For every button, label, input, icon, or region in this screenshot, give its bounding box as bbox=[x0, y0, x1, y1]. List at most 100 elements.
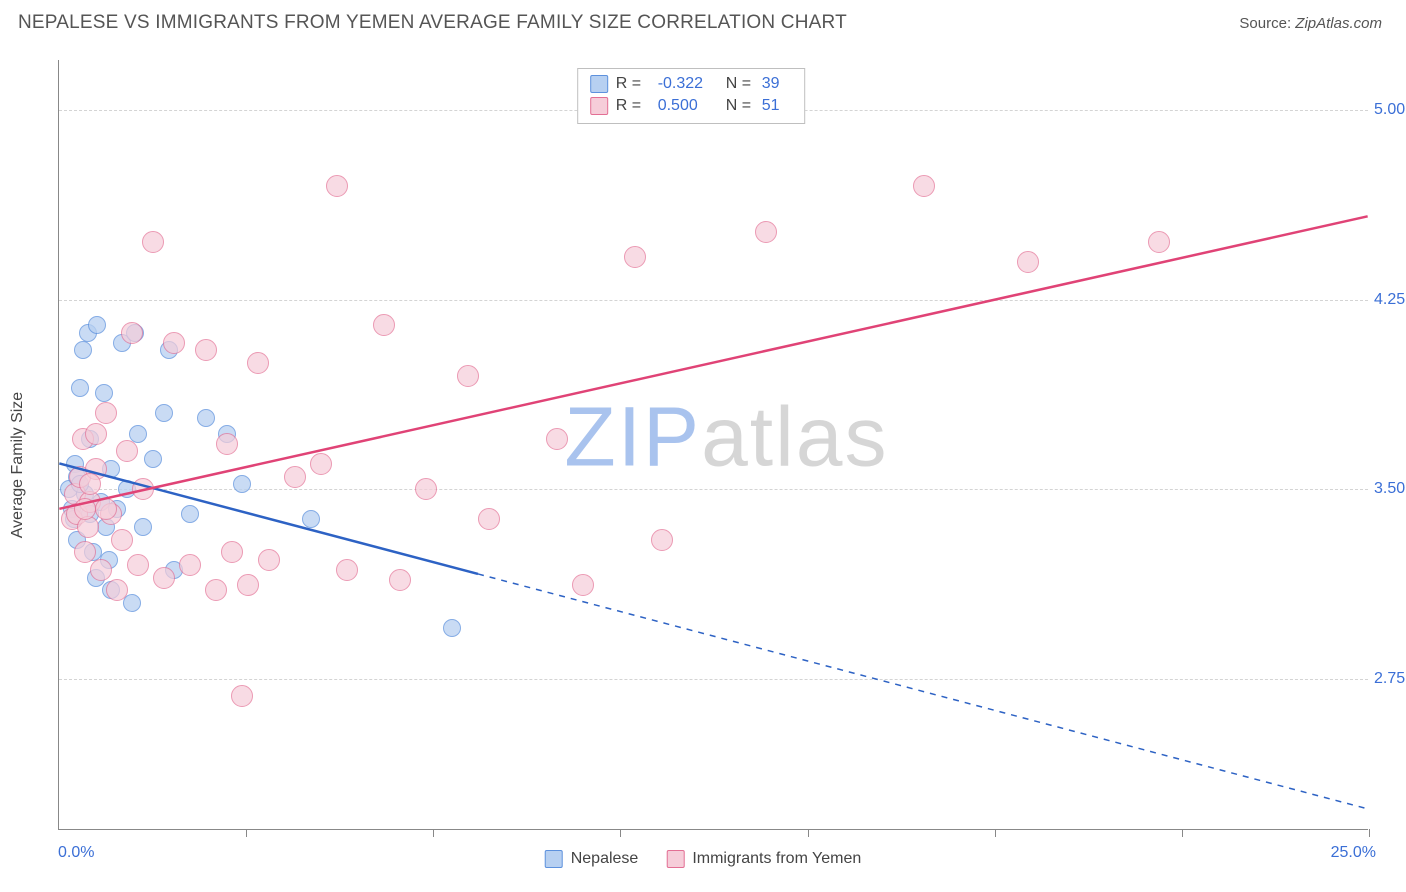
legend-item-yemen: Immigrants from Yemen bbox=[666, 850, 861, 868]
data-point bbox=[443, 619, 461, 637]
data-point bbox=[144, 450, 162, 468]
watermark: ZIPatlas bbox=[564, 388, 888, 485]
data-point bbox=[85, 423, 107, 445]
data-point bbox=[88, 316, 106, 334]
stats-row-2: R = 0.500 N = 51 bbox=[590, 95, 792, 117]
legend-swatch-icon bbox=[666, 850, 684, 868]
legend-label: Immigrants from Yemen bbox=[692, 850, 861, 868]
data-point bbox=[1017, 251, 1039, 273]
gridline-h bbox=[59, 489, 1368, 490]
data-point bbox=[132, 478, 154, 500]
data-point bbox=[624, 246, 646, 268]
data-point bbox=[71, 379, 89, 397]
data-point bbox=[233, 475, 251, 493]
data-point bbox=[302, 510, 320, 528]
x-tick bbox=[808, 829, 809, 837]
data-point bbox=[651, 529, 673, 551]
data-point bbox=[142, 231, 164, 253]
data-point bbox=[95, 402, 117, 424]
data-point bbox=[74, 541, 96, 563]
data-point bbox=[221, 541, 243, 563]
chart-title: NEPALESE VS IMMIGRANTS FROM YEMEN AVERAG… bbox=[18, 12, 847, 34]
data-point bbox=[79, 473, 101, 495]
x-tick bbox=[433, 829, 434, 837]
y-tick-label: 5.00 bbox=[1374, 101, 1406, 119]
data-point bbox=[310, 453, 332, 475]
chart-wrap: Average Family Size ZIPatlas R = -0.322 … bbox=[18, 50, 1388, 880]
data-point bbox=[231, 685, 253, 707]
x-tick bbox=[995, 829, 996, 837]
data-point bbox=[123, 594, 141, 612]
x-tick bbox=[1182, 829, 1183, 837]
data-point bbox=[153, 567, 175, 589]
data-point bbox=[389, 569, 411, 591]
source-label: Source: bbox=[1239, 15, 1295, 32]
data-point bbox=[90, 559, 112, 581]
y-tick-label: 3.50 bbox=[1374, 480, 1406, 498]
data-point bbox=[197, 409, 215, 427]
data-point bbox=[163, 332, 185, 354]
data-point bbox=[74, 341, 92, 359]
data-point bbox=[155, 404, 173, 422]
data-point bbox=[572, 574, 594, 596]
data-point bbox=[134, 518, 152, 536]
data-point bbox=[326, 175, 348, 197]
data-point bbox=[373, 314, 395, 336]
data-point bbox=[205, 579, 227, 601]
data-point bbox=[755, 221, 777, 243]
data-point bbox=[179, 554, 201, 576]
data-point bbox=[1148, 231, 1170, 253]
legend-swatch-nepalese bbox=[590, 75, 608, 93]
x-tick bbox=[620, 829, 621, 837]
n-label: N = bbox=[726, 73, 754, 95]
data-point bbox=[247, 352, 269, 374]
r-value-1: -0.322 bbox=[658, 73, 718, 95]
n-value-2: 51 bbox=[762, 95, 792, 117]
source-value: ZipAtlas.com bbox=[1295, 15, 1382, 32]
watermark-part1: ZIP bbox=[564, 389, 701, 483]
header-bar: NEPALESE VS IMMIGRANTS FROM YEMEN AVERAG… bbox=[0, 0, 1406, 42]
data-point bbox=[121, 322, 143, 344]
r-label: R = bbox=[616, 73, 650, 95]
data-point bbox=[336, 559, 358, 581]
plot-area: ZIPatlas R = -0.322 N = 39 R = 0.500 N =… bbox=[58, 60, 1368, 830]
data-point bbox=[95, 384, 113, 402]
n-value-1: 39 bbox=[762, 73, 792, 95]
data-point bbox=[457, 365, 479, 387]
data-point bbox=[116, 440, 138, 462]
x-tick bbox=[246, 829, 247, 837]
data-point bbox=[111, 529, 133, 551]
y-tick-label: 4.25 bbox=[1374, 291, 1406, 309]
data-point bbox=[74, 498, 96, 520]
data-point bbox=[237, 574, 259, 596]
stats-row-1: R = -0.322 N = 39 bbox=[590, 73, 792, 95]
data-point bbox=[415, 478, 437, 500]
legend-swatch-yemen bbox=[590, 97, 608, 115]
data-point bbox=[258, 549, 280, 571]
data-point bbox=[127, 554, 149, 576]
series-legend: Nepalese Immigrants from Yemen bbox=[545, 850, 862, 868]
stats-legend: R = -0.322 N = 39 R = 0.500 N = 51 bbox=[577, 68, 805, 124]
n-label: N = bbox=[726, 95, 754, 117]
x-axis-max-label: 25.0% bbox=[1331, 844, 1376, 862]
data-point bbox=[95, 498, 117, 520]
gridline-h bbox=[59, 300, 1368, 301]
data-point bbox=[478, 508, 500, 530]
y-axis-label: Average Family Size bbox=[9, 392, 27, 538]
watermark-part2: atlas bbox=[701, 389, 888, 483]
r-label: R = bbox=[616, 95, 650, 117]
data-point bbox=[216, 433, 238, 455]
source-credit: Source: ZipAtlas.com bbox=[1239, 15, 1382, 32]
data-point bbox=[106, 579, 128, 601]
data-point bbox=[195, 339, 217, 361]
data-point bbox=[284, 466, 306, 488]
gridline-h bbox=[59, 679, 1368, 680]
x-tick bbox=[1369, 829, 1370, 837]
data-point bbox=[181, 505, 199, 523]
legend-swatch-icon bbox=[545, 850, 563, 868]
data-point bbox=[546, 428, 568, 450]
legend-label: Nepalese bbox=[571, 850, 639, 868]
x-axis-min-label: 0.0% bbox=[58, 844, 94, 862]
data-point bbox=[913, 175, 935, 197]
data-point bbox=[129, 425, 147, 443]
